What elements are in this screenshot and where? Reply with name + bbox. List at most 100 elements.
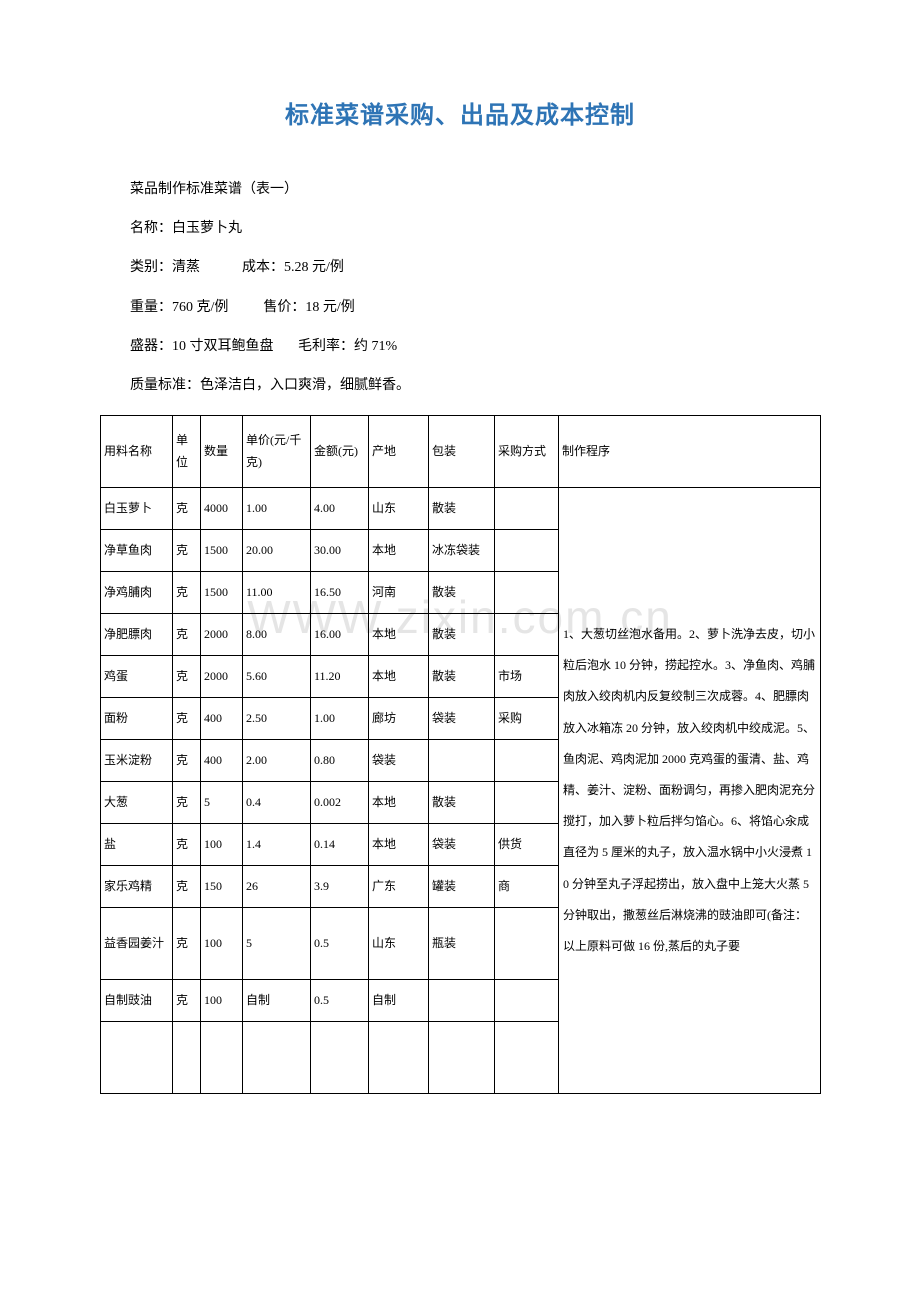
cell: 30.00 bbox=[311, 530, 369, 572]
cell: 4000 bbox=[201, 488, 243, 530]
cell: 100 bbox=[201, 824, 243, 866]
quality-value: 色泽洁白，入口爽滑，细腻鲜香。 bbox=[200, 378, 410, 393]
cell: 0.14 bbox=[311, 824, 369, 866]
cell bbox=[429, 980, 495, 1022]
cell: 2000 bbox=[201, 614, 243, 656]
cell: 11.00 bbox=[243, 572, 311, 614]
name-value: 白玉萝卜丸 bbox=[172, 221, 242, 236]
cell: 玉米淀粉 bbox=[101, 740, 173, 782]
cell: 克 bbox=[173, 740, 201, 782]
cell bbox=[495, 530, 559, 572]
category-row: 类别：清蒸 成本：5.28 元/例 bbox=[130, 248, 820, 287]
quality-label: 质量标准： bbox=[130, 378, 200, 393]
cell: 面粉 bbox=[101, 698, 173, 740]
name-row: 名称：白玉萝卜丸 bbox=[130, 209, 820, 248]
cell bbox=[429, 1022, 495, 1094]
name-label: 名称： bbox=[130, 221, 172, 236]
col-unit: 单位 bbox=[173, 416, 201, 488]
cell bbox=[495, 488, 559, 530]
col-procedure: 制作程序 bbox=[559, 416, 821, 488]
cell bbox=[495, 740, 559, 782]
cell: 河南 bbox=[369, 572, 429, 614]
cell: 克 bbox=[173, 824, 201, 866]
cell: 100 bbox=[201, 980, 243, 1022]
cell: 克 bbox=[173, 908, 201, 980]
subtitle: 菜品制作标准菜谱（表一） bbox=[130, 170, 820, 209]
cell: 5.60 bbox=[243, 656, 311, 698]
cell: 瓶装 bbox=[429, 908, 495, 980]
table-header-row: 用料名称 单位 数量 单价(元/千克) 金额(元) 产地 包装 采购方式 制作程… bbox=[101, 416, 821, 488]
cell bbox=[243, 1022, 311, 1094]
cell: 散装 bbox=[429, 572, 495, 614]
cell: 散装 bbox=[429, 488, 495, 530]
cell: 冰冻袋装 bbox=[429, 530, 495, 572]
cell: 市场 bbox=[495, 656, 559, 698]
cell bbox=[101, 1022, 173, 1094]
cell: 克 bbox=[173, 488, 201, 530]
cell bbox=[311, 1022, 369, 1094]
cell: 廊坊 bbox=[369, 698, 429, 740]
plate-value: 10 寸双耳鲍鱼盘 bbox=[172, 339, 274, 354]
cell bbox=[495, 614, 559, 656]
cell bbox=[173, 1022, 201, 1094]
spacer bbox=[228, 300, 263, 315]
ingredients-table-wrap: 用料名称 单位 数量 单价(元/千克) 金额(元) 产地 包装 采购方式 制作程… bbox=[100, 415, 820, 1094]
cell: 2000 bbox=[201, 656, 243, 698]
cell: 2.00 bbox=[243, 740, 311, 782]
col-amount: 金额(元) bbox=[311, 416, 369, 488]
cell: 自制 bbox=[369, 980, 429, 1022]
cell: 净鸡脯肉 bbox=[101, 572, 173, 614]
page-title: 标准菜谱采购、出品及成本控制 bbox=[100, 95, 820, 130]
procedure-cell: 1、大葱切丝泡水备用。2、萝卜洗净去皮，切小粒后泡水 10 分钟，捞起控水。3、… bbox=[559, 488, 821, 1094]
quality-row: 质量标准：色泽洁白，入口爽滑，细腻鲜香。 bbox=[130, 366, 820, 405]
cell: 山东 bbox=[369, 488, 429, 530]
cell: 5 bbox=[243, 908, 311, 980]
cell: 0.4 bbox=[243, 782, 311, 824]
cell: 盐 bbox=[101, 824, 173, 866]
cell: 4.00 bbox=[311, 488, 369, 530]
cell: 本地 bbox=[369, 656, 429, 698]
page: 标准菜谱采购、出品及成本控制 菜品制作标准菜谱（表一） 名称：白玉萝卜丸 类别：… bbox=[0, 0, 920, 1154]
weight-row: 重量：760 克/例 售价：18 元/例 bbox=[130, 288, 820, 327]
cell: 克 bbox=[173, 980, 201, 1022]
cell: 150 bbox=[201, 866, 243, 908]
margin-label: 毛利率： bbox=[298, 339, 354, 354]
cell: 山东 bbox=[369, 908, 429, 980]
cell bbox=[429, 740, 495, 782]
cell: 袋装 bbox=[369, 740, 429, 782]
cell: 1500 bbox=[201, 572, 243, 614]
cell: 本地 bbox=[369, 614, 429, 656]
cell: 400 bbox=[201, 698, 243, 740]
col-name: 用料名称 bbox=[101, 416, 173, 488]
cell: 克 bbox=[173, 782, 201, 824]
cell: 本地 bbox=[369, 782, 429, 824]
cell: 散装 bbox=[429, 614, 495, 656]
cell: 袋装 bbox=[429, 824, 495, 866]
cell: 采购 bbox=[495, 698, 559, 740]
col-pack: 包装 bbox=[429, 416, 495, 488]
cell: 3.9 bbox=[311, 866, 369, 908]
cell: 1.4 bbox=[243, 824, 311, 866]
cell: 1.00 bbox=[243, 488, 311, 530]
cell: 克 bbox=[173, 656, 201, 698]
category-value: 清蒸 bbox=[172, 260, 200, 275]
cell: 克 bbox=[173, 572, 201, 614]
price-label: 售价： bbox=[263, 300, 305, 315]
cell: 1.00 bbox=[311, 698, 369, 740]
cell: 100 bbox=[201, 908, 243, 980]
cell: 袋装 bbox=[429, 698, 495, 740]
cell: 罐装 bbox=[429, 866, 495, 908]
plate-label: 盛器： bbox=[130, 339, 172, 354]
cell: 0.80 bbox=[311, 740, 369, 782]
plate-row: 盛器：10 寸双耳鲍鱼盘 毛利率：约 71% bbox=[130, 327, 820, 366]
cell: 白玉萝卜 bbox=[101, 488, 173, 530]
col-purchase: 采购方式 bbox=[495, 416, 559, 488]
cell: 本地 bbox=[369, 530, 429, 572]
cell: 1500 bbox=[201, 530, 243, 572]
cell: 散装 bbox=[429, 782, 495, 824]
cell: 净肥膘肉 bbox=[101, 614, 173, 656]
cell bbox=[201, 1022, 243, 1094]
cell: 广东 bbox=[369, 866, 429, 908]
margin-value: 约 71% bbox=[354, 339, 397, 354]
cell: 11.20 bbox=[311, 656, 369, 698]
